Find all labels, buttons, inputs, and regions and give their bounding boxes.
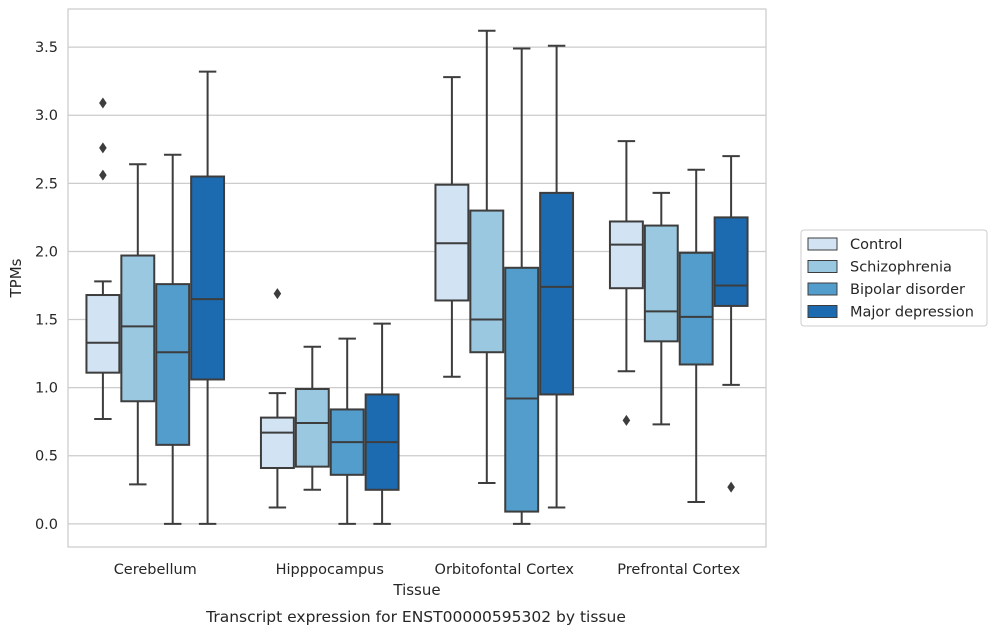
box-schizophrenia (120, 163, 156, 486)
outlier-point (99, 142, 107, 154)
box-body (85, 294, 121, 374)
box-bipolar-disorder (329, 337, 365, 525)
box-major-depression (190, 70, 226, 525)
legend-label: Schizophrenia (850, 260, 952, 276)
y-tick-label: 1.0 (35, 381, 58, 397)
box-schizophrenia (643, 191, 679, 426)
box-control (259, 288, 295, 509)
box-bipolar-disorder (155, 153, 191, 525)
box-major-depression (713, 155, 749, 493)
y-tick-label: 2.0 (35, 244, 58, 260)
box-major-depression (364, 322, 400, 525)
box-bipolar-disorder (678, 168, 714, 504)
y-tick-label: 3.5 (35, 40, 58, 56)
y-axis-ticks: 0.0 0.5 1.0 1.5 2.0 2.5 3.0 3.5 (35, 40, 58, 533)
x-axis-ticks: Cerebellum Hipppocampus Orbitofontal Corte… (114, 562, 741, 578)
plot-area (67, 8, 767, 548)
box-schizophrenia (469, 29, 505, 484)
y-tick-label: 3.0 (35, 108, 58, 124)
box-body (678, 251, 714, 366)
legend-swatch (807, 237, 838, 251)
outlier-point (99, 97, 107, 109)
box-body (539, 191, 575, 396)
legend-label: Control (850, 237, 902, 253)
box-body (469, 209, 505, 354)
box-body (504, 266, 540, 513)
chart-caption: Transcript expression for ENST0000059530… (205, 608, 626, 626)
y-tick-label: 1.5 (35, 313, 58, 329)
x-axis-title: Tissue (392, 581, 440, 599)
box-bipolar-disorder (504, 47, 540, 525)
legend-label: Bipolar disorder (850, 282, 965, 298)
x-tick-label: Orbitofontal Cortex (435, 562, 575, 578)
x-tick-label: Hipppocampus (276, 562, 384, 578)
legend-frame (800, 229, 988, 327)
box-body (190, 175, 226, 381)
box-body (155, 283, 191, 446)
legend: Control Schizophrenia Bipolar disorder Majo… (800, 229, 988, 327)
outlier-point (99, 169, 107, 181)
box-body (643, 224, 679, 343)
box-control (434, 76, 470, 378)
legend-label: Major depression (850, 305, 974, 321)
box-body (259, 416, 295, 470)
box-major-depression (539, 44, 575, 509)
legend-swatch (807, 260, 838, 273)
box-body (120, 254, 156, 403)
legend-swatch (807, 305, 838, 318)
x-tick-label: Prefrontal Cortex (617, 562, 740, 578)
legend-swatch (807, 282, 838, 296)
box-body (713, 216, 749, 307)
box-series (85, 29, 749, 525)
box-control (608, 140, 644, 426)
outlier-point (622, 414, 631, 426)
box-control (85, 97, 121, 420)
outlier-point (727, 481, 735, 493)
y-axis-title: TPMs (7, 258, 25, 298)
box-body (294, 388, 330, 468)
box-schizophrenia (294, 345, 330, 491)
outlier-point (273, 288, 282, 300)
box-body (608, 220, 644, 290)
y-tick-label: 0.5 (35, 449, 58, 465)
y-tick-label: 0.0 (35, 517, 58, 533)
x-tick-label: Cerebellum (114, 562, 197, 578)
y-tick-label: 2.5 (35, 176, 58, 192)
